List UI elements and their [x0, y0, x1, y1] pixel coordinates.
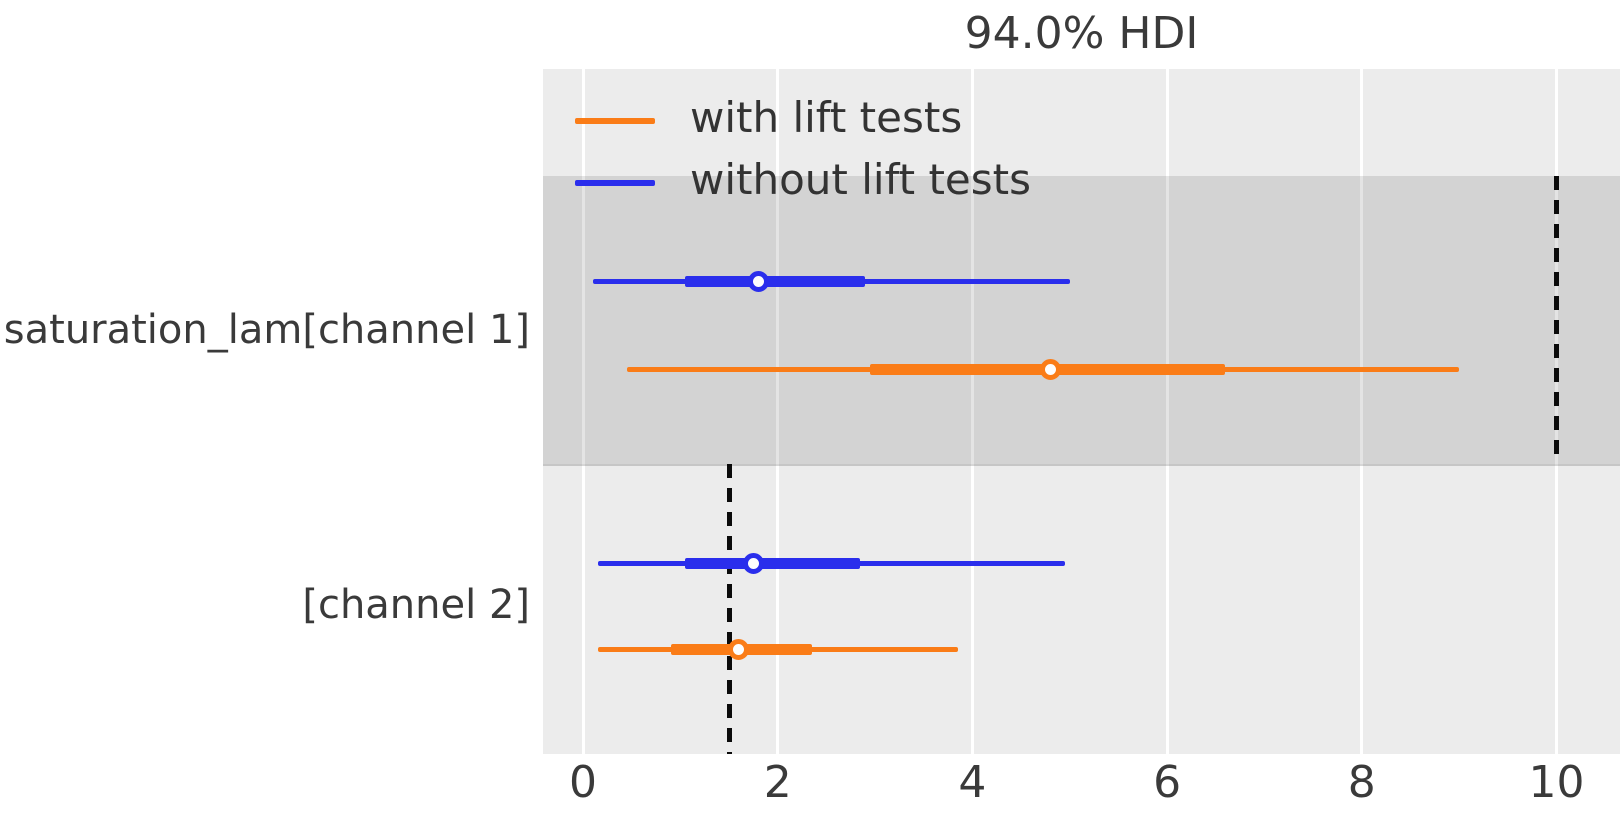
x-tick-label: 10: [1528, 757, 1585, 808]
point-estimate-marker: [747, 270, 769, 292]
point-estimate-marker: [728, 638, 750, 660]
x-tick-label: 8: [1347, 757, 1376, 808]
gridline: [581, 69, 585, 754]
gridline: [1165, 69, 1169, 754]
point-estimate-marker: [742, 552, 764, 574]
x-tick-label: 4: [958, 757, 987, 808]
gridline: [1360, 69, 1364, 754]
plot-title: 94.0% HDI: [964, 8, 1199, 59]
legend-label: with lift tests: [690, 93, 963, 142]
plot-area: with lift tests without lift tests: [543, 69, 1620, 754]
point-estimate-marker: [1039, 358, 1061, 380]
parameter-label-channel-2: [channel 2]: [302, 582, 530, 628]
hdi-inner-quartile-line: [685, 557, 861, 569]
gridline: [776, 69, 780, 754]
gridline: [970, 69, 974, 754]
reference-value-line: [1554, 176, 1559, 464]
legend-line-swatch-orange: [575, 118, 655, 124]
legend-entry-without-lift-tests: without lift tests: [575, 159, 1031, 207]
parameter-label-channel-1: saturation_lam[channel 1]: [3, 307, 530, 353]
x-tick-label: 0: [569, 757, 597, 808]
legend-line-swatch-blue: [575, 180, 655, 186]
reference-value-line: [726, 464, 732, 754]
legend-entry-with-lift-tests: with lift tests: [575, 97, 962, 145]
legend-label: without lift tests: [690, 155, 1031, 204]
hdi-inner-quartile-line: [685, 275, 866, 287]
x-tick-label: 6: [1153, 757, 1182, 808]
row-shading-band: [543, 176, 1620, 466]
x-tick-label: 2: [763, 757, 792, 808]
